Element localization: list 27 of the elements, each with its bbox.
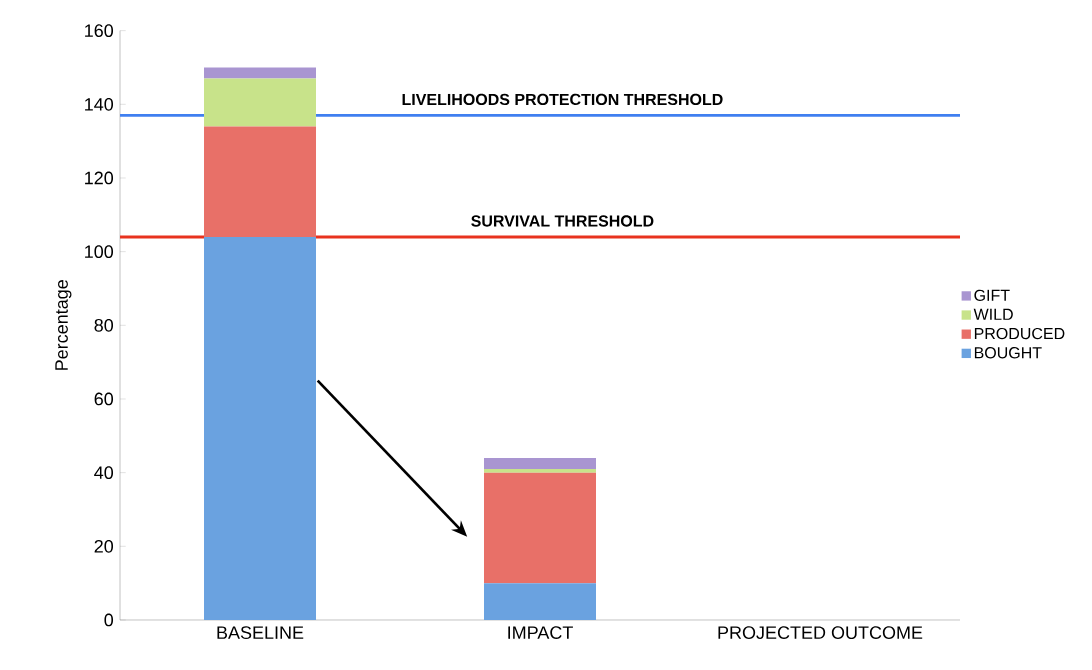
y-axis-title: Percentage — [55, 280, 72, 370]
y-tick-label: 160 — [85, 24, 114, 38]
y-tick-label: 100 — [85, 245, 114, 259]
y-tick-label: 0 — [104, 613, 114, 627]
legend-label: GIFT — [974, 289, 1010, 301]
bar — [204, 78, 317, 127]
bar — [204, 67, 317, 79]
bar — [484, 457, 596, 469]
x-tick-label: PROJECTED OUTCOME — [718, 626, 923, 639]
bar — [204, 126, 317, 237]
y-tick-label: 80 — [94, 318, 114, 332]
x-tick-label: BASELINE — [217, 626, 304, 639]
bar — [484, 583, 596, 620]
bar — [484, 468, 596, 473]
ref-line-label: SURVIVAL THRESHOLD — [471, 215, 654, 227]
y-tick-label: 120 — [85, 171, 114, 185]
ref-line-label: LIVELIHOODS PROTECTION THRESHOLD — [402, 93, 723, 106]
bar — [484, 472, 596, 584]
bar — [204, 236, 317, 620]
legend-label: WILD — [973, 308, 1013, 320]
y-tick-label: 140 — [85, 97, 114, 111]
legend-label: PRODUCED — [974, 327, 1065, 340]
y-tick-label: 60 — [94, 392, 114, 406]
y-tick-label: 40 — [94, 466, 114, 480]
x-tick-label: IMPACT — [508, 626, 573, 639]
legend-label: BOUGHT — [974, 347, 1042, 359]
y-tick-label: 20 — [94, 539, 114, 553]
